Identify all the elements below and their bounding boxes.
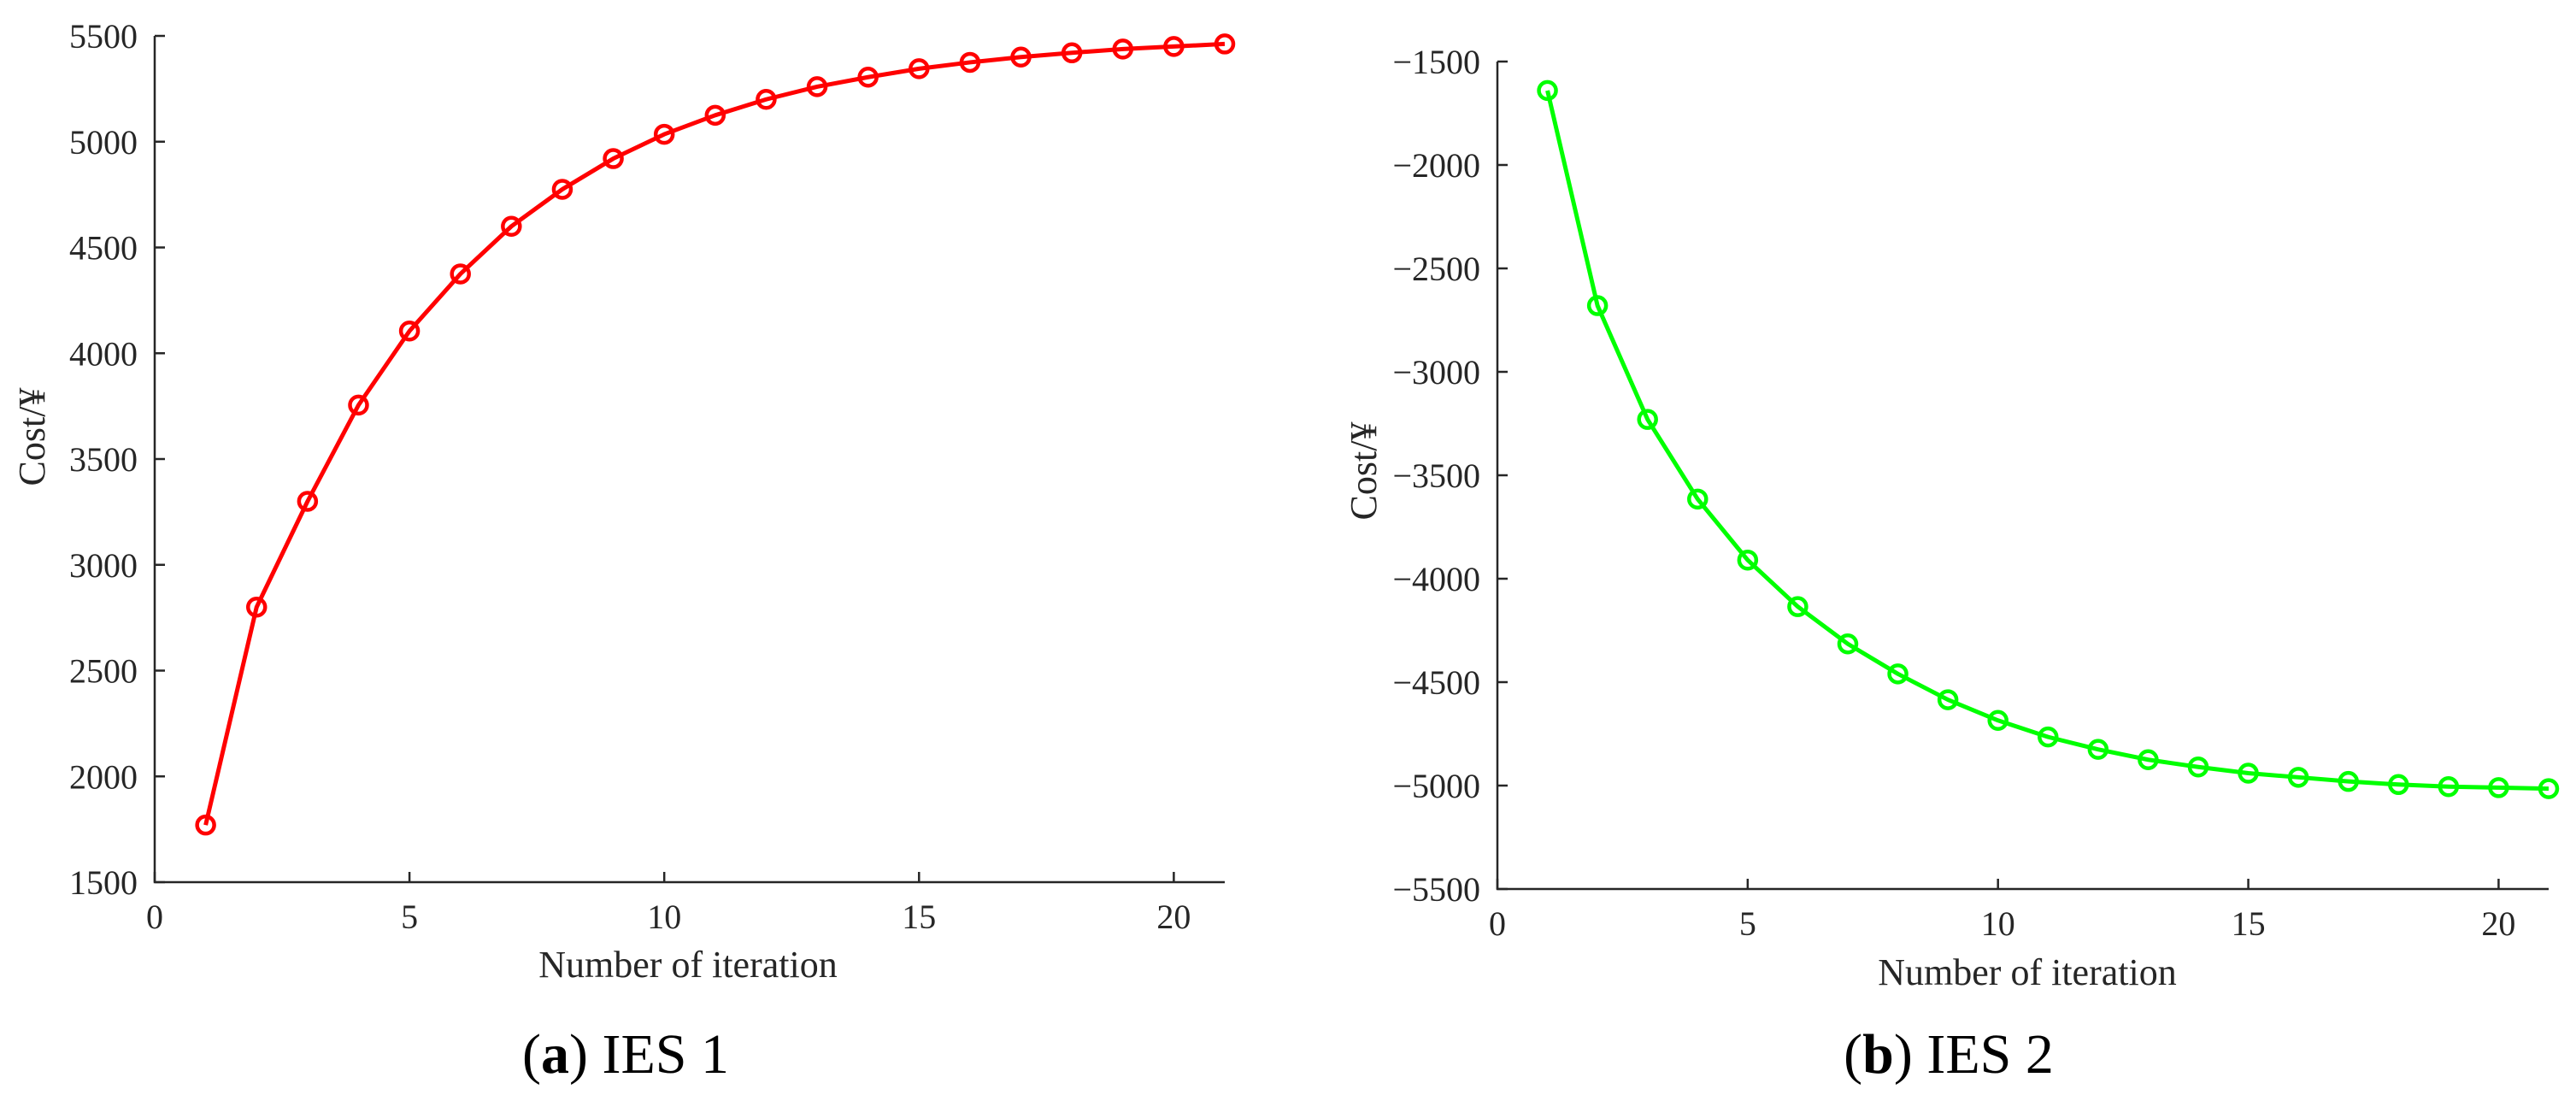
series-a (195, 33, 1236, 836)
axis-lines-b (1496, 62, 2549, 891)
data-point-marker (348, 394, 369, 416)
data-point-marker (1537, 79, 1558, 102)
data-point-marker (2287, 767, 2309, 788)
x-tick-label: 20 (1156, 898, 1191, 936)
y-axis-label-b: Cost/¥ (1343, 422, 1385, 521)
data-point-marker (297, 491, 319, 512)
series-line (1545, 90, 2550, 792)
data-point-marker (959, 51, 981, 74)
data-point-marker (1163, 36, 1185, 57)
data-point-marker (2538, 778, 2560, 799)
data-point-marker (1937, 689, 1959, 710)
data-point-marker (1112, 38, 1134, 60)
data-point-marker (245, 597, 268, 618)
y-tick-label: −2000 (1392, 146, 1480, 185)
x-tick-label: 5 (1739, 904, 1756, 943)
x-tick-label: 0 (146, 898, 163, 936)
data-point-marker (1787, 596, 1808, 617)
data-point-marker (398, 321, 421, 342)
data-point-marker (2087, 739, 2109, 760)
x-tick-label: 0 (1489, 904, 1506, 943)
data-point-marker (704, 104, 726, 127)
data-point-marker (551, 179, 573, 200)
data-point-marker (501, 215, 522, 237)
chart-panel-a: 1500 2000 2500 3000 3500 4000 4500 5000 5500 0 5 1… (11, 17, 1236, 1086)
data-point-marker (1987, 709, 2008, 732)
x-axis-label-a: Number of iteration (538, 944, 837, 986)
y-tick-label: 2000 (69, 757, 138, 796)
y-tick-label: 2500 (69, 652, 138, 691)
data-point-marker (603, 148, 624, 169)
data-point-marker (653, 123, 675, 145)
plot-area-a (153, 36, 1225, 884)
y-tick-label: 4500 (69, 229, 138, 268)
y-tick-label: 5000 (69, 123, 138, 162)
data-point-marker (909, 58, 930, 79)
data-point-marker (1887, 663, 1908, 685)
y-tick-label: −4000 (1392, 560, 1480, 598)
x-tick-label: 5 (401, 898, 418, 936)
caption-title-b: IES 2 (1926, 1023, 2054, 1086)
x-tick-label: 10 (1981, 904, 2015, 943)
axis-lines-a (153, 36, 1225, 884)
y-tick-label: 4000 (69, 334, 138, 373)
data-point-marker (1637, 409, 1658, 430)
y-tick-label: −5500 (1392, 870, 1480, 909)
series-line (203, 41, 1226, 826)
x-tick-label: 10 (647, 898, 681, 936)
data-point-marker (2388, 774, 2409, 796)
y-axis-b: −5500 −5000 −4500 −4000 −3500 −3000 −2500 −2000… (1392, 43, 1508, 909)
data-point-marker (1061, 42, 1083, 64)
series-b (1537, 79, 2560, 799)
x-tick-label: 15 (902, 898, 936, 936)
data-point-marker (1214, 33, 1236, 55)
x-tick-label: 15 (2232, 904, 2266, 943)
data-point-marker (450, 263, 471, 285)
data-point-marker (2338, 770, 2359, 792)
y-tick-label: −1500 (1392, 43, 1480, 81)
data-point-marker (2488, 777, 2509, 798)
data-point-marker (2187, 756, 2209, 778)
data-point-marker (1010, 46, 1032, 68)
x-tick-label: 20 (2481, 904, 2515, 943)
caption-b: (b) IES 2 (1844, 1023, 2054, 1086)
y-tick-label: −3500 (1392, 456, 1480, 495)
y-tick-label: −2500 (1392, 250, 1480, 288)
y-tick-label: 3500 (69, 440, 138, 479)
caption-letter-a: a (541, 1023, 569, 1086)
caption-letter-b: b (1862, 1023, 1894, 1086)
y-axis-a: 1500 2000 2500 3000 3500 4000 4500 5000 5500 (69, 17, 165, 902)
y-axis-label-a: Cost/¥ (11, 388, 53, 486)
data-point-marker (806, 76, 828, 97)
x-axis-label-b: Number of iteration (1878, 951, 2176, 993)
caption-title-a: IES 1 (602, 1023, 729, 1086)
y-tick-label: 3000 (69, 546, 138, 585)
y-tick-label: 1500 (69, 863, 138, 902)
data-point-marker (1586, 295, 1609, 316)
data-point-marker (2438, 775, 2460, 798)
data-point-marker (756, 89, 777, 110)
data-point-marker (1687, 488, 1709, 510)
data-point-marker (2038, 726, 2059, 748)
data-point-marker (1837, 633, 1859, 655)
data-point-marker (2238, 762, 2259, 784)
data-point-marker (195, 814, 216, 836)
y-tick-label: −5000 (1392, 767, 1480, 805)
x-axis-a: 0 5 10 15 20 (146, 872, 1191, 936)
plot-area-b (1496, 62, 2549, 891)
y-tick-label: −3000 (1392, 353, 1480, 392)
data-point-marker (2138, 749, 2159, 770)
data-point-marker (1737, 549, 1759, 571)
y-tick-label: 5500 (69, 17, 138, 56)
x-axis-b: 0 5 10 15 20 (1489, 879, 2515, 943)
y-tick-label: −4500 (1392, 663, 1480, 702)
caption-a: (a) IES 1 (522, 1023, 729, 1086)
chart-panel-b: −5500 −5000 −4500 −4000 −3500 −3000 −2500 −2000… (1343, 43, 2560, 1086)
data-point-marker (857, 67, 879, 88)
